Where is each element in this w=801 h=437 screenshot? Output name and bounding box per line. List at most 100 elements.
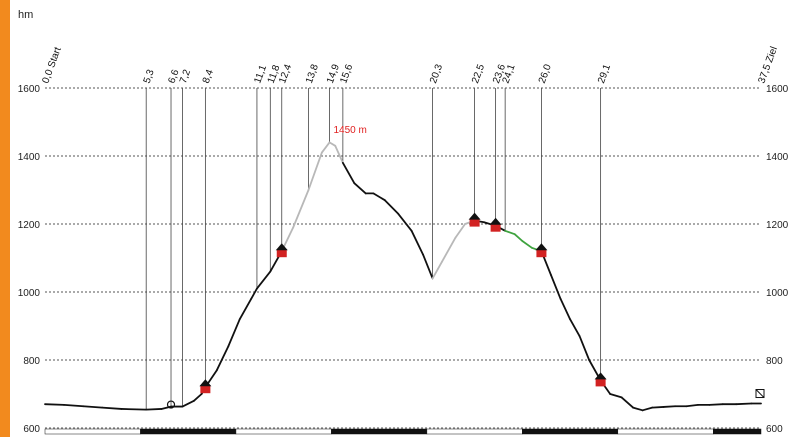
accent-bar <box>0 0 10 437</box>
profile-segment-1 <box>63 403 85 408</box>
profile-segment-44 <box>550 274 562 300</box>
scale-segment-3 <box>331 428 428 435</box>
hut-roof-icon-3 <box>489 217 502 225</box>
profile-segment-19 <box>292 189 310 229</box>
profile-segment-22 <box>328 141 337 147</box>
profile-segment-31 <box>422 253 434 280</box>
waypoint-label-12: 22,5 <box>470 63 487 85</box>
profile-segment-20 <box>307 151 323 191</box>
hut-roof-icon-1 <box>275 243 288 251</box>
profile-segment-46 <box>569 318 581 338</box>
waypoint-label-16: 29,1 <box>596 63 613 85</box>
scale-segment-2 <box>235 428 332 435</box>
ytick-right-800: 800 <box>766 356 783 367</box>
profile-segment-14 <box>238 297 253 321</box>
hut-roof-icon-5 <box>594 372 607 380</box>
waypoint-label-10: 15,6 <box>338 63 355 85</box>
hut-roof-icon-4 <box>535 243 548 251</box>
scale-segment-1 <box>140 428 237 435</box>
profile-segment-0 <box>44 403 65 406</box>
ytick-left-1600: 1600 <box>18 84 41 95</box>
profile-segment-23 <box>334 144 344 164</box>
profile-segment-55 <box>662 405 676 408</box>
profile-segment-3 <box>101 406 123 410</box>
profile-segment-25 <box>353 182 367 195</box>
profile-segment-51 <box>620 396 634 409</box>
grid-layer <box>44 87 762 435</box>
hut-icon-5 <box>595 378 606 387</box>
profile-segment-15 <box>250 287 258 300</box>
profile-segment-59 <box>708 403 724 406</box>
ytick-right-600: 600 <box>766 424 783 435</box>
hut-icon-4 <box>536 249 547 258</box>
scale-segment-4 <box>426 428 523 435</box>
profile-segment-2 <box>82 405 104 409</box>
hut-roof-icon-0 <box>199 379 212 387</box>
ytick-right-1000: 1000 <box>766 288 789 299</box>
profile-segment-45 <box>559 297 571 321</box>
profile-segment-34 <box>454 223 466 239</box>
hut-icon-3 <box>490 223 501 232</box>
profile-segment-54 <box>651 406 665 409</box>
waypoint-label-3: 7,2 <box>178 68 193 85</box>
profile-segment-28 <box>383 199 400 215</box>
labels-layer: 600 600 800 800 1000 1000 1200 1200 1400 1400 1600… <box>18 45 789 435</box>
scale-segment-6 <box>617 428 714 435</box>
waypoint-label-4: 8,4 <box>201 68 216 85</box>
profile-layer <box>44 141 762 412</box>
ytick-left-1000: 1000 <box>18 288 41 299</box>
ytick-left-800: 800 <box>23 356 40 367</box>
hut-icon-0 <box>200 385 211 394</box>
waypoint-label-7: 12,4 <box>277 63 294 85</box>
hut-icon-2 <box>469 218 480 227</box>
profile-segment-57 <box>685 403 699 408</box>
profile-segment-61 <box>735 402 753 406</box>
profile-segment-50 <box>609 393 623 399</box>
profile-segment-27 <box>372 192 386 202</box>
profile-segment-6 <box>160 405 172 410</box>
waypoint-label-2: 6,6 <box>166 68 181 85</box>
profile-segment-52 <box>632 406 644 412</box>
waypoint-label-8: 13,8 <box>304 63 321 85</box>
start-marker-icon <box>166 400 176 409</box>
waypoint-label-1: 5,3 <box>142 68 157 85</box>
waypoint-label-17: 37,5 Ziel <box>756 45 779 85</box>
waypoint-lines <box>145 88 602 410</box>
profile-segment-41 <box>521 240 533 249</box>
ytick-right-1200: 1200 <box>766 220 789 231</box>
summit-annotation: 1450 m <box>333 125 366 136</box>
profile-segment-29 <box>397 212 413 232</box>
profile-segment-39 <box>504 229 516 236</box>
profile-segment-9 <box>193 393 203 402</box>
y-axis-unit-label: hm <box>18 9 34 21</box>
scale-segment-7 <box>713 428 762 435</box>
waypoint-label-11: 20,3 <box>428 63 445 85</box>
profile-segment-13 <box>227 318 241 348</box>
profile-segment-12 <box>215 345 230 372</box>
waypoint-label-15: 26,0 <box>537 63 554 85</box>
hut-roof-icon-2 <box>468 212 481 220</box>
hut-icon-1 <box>276 249 287 258</box>
ytick-right-1400: 1400 <box>766 152 789 163</box>
ytick-left-1200: 1200 <box>18 220 41 231</box>
profile-segment-24 <box>341 161 356 185</box>
profile-segment-47 <box>578 335 591 361</box>
profile-segment-8 <box>181 399 195 408</box>
marks-layer <box>166 212 765 409</box>
profile-segment-16 <box>256 270 272 290</box>
profile-segment-40 <box>513 233 524 242</box>
ytick-left-1400: 1400 <box>18 152 41 163</box>
profile-segment-5 <box>145 408 163 411</box>
profile-segment-32 <box>431 260 444 280</box>
ytick-left-600: 600 <box>23 424 40 435</box>
profile-segment-33 <box>441 236 457 263</box>
scale-segment-0 <box>44 428 141 435</box>
profile-segment-53 <box>641 406 654 412</box>
scale-segment-5 <box>522 428 619 435</box>
profile-segment-30 <box>410 229 424 256</box>
ytick-right-1600: 1600 <box>766 84 789 95</box>
waypoint-label-0: 0,0 Start <box>40 46 63 85</box>
profile-segment-4 <box>120 408 148 411</box>
profile-segment-21 <box>320 141 331 154</box>
